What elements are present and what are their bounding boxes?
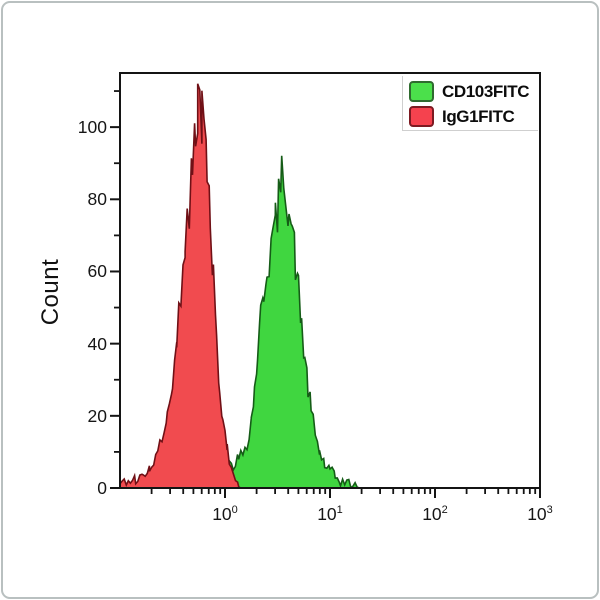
y-tick-label-40: 40 xyxy=(87,333,107,354)
legend-label-igg1fitc: IgG1FITC xyxy=(442,106,515,126)
legend: CD103FITC IgG1FITC xyxy=(402,76,538,131)
y-tick-label-100: 100 xyxy=(77,117,107,138)
igg1fitc-curve xyxy=(119,83,242,489)
y-tick-label-0: 0 xyxy=(97,478,107,498)
legend-item-igg1fitc: IgG1FITC xyxy=(409,104,538,129)
y-tick-label-20: 20 xyxy=(87,405,107,426)
legend-label-cd103fitc: CD103FITC xyxy=(442,81,530,101)
igg1fitc-swatch-icon xyxy=(409,106,434,127)
x-tick-label-1e0: 100 xyxy=(212,503,238,524)
x-tick-label-1e2: 102 xyxy=(422,503,448,524)
y-axis-title: Count xyxy=(37,258,64,326)
legend-item-cd103fitc: CD103FITC xyxy=(409,79,538,104)
cd103fitc-swatch-icon xyxy=(409,81,434,102)
y-tick-label-80: 80 xyxy=(87,189,107,210)
y-tick-label-60: 60 xyxy=(87,261,107,282)
x-tick-label-1e3: 103 xyxy=(527,503,553,524)
plot-border xyxy=(119,72,541,489)
x-tick-label-1e1: 101 xyxy=(317,503,343,524)
